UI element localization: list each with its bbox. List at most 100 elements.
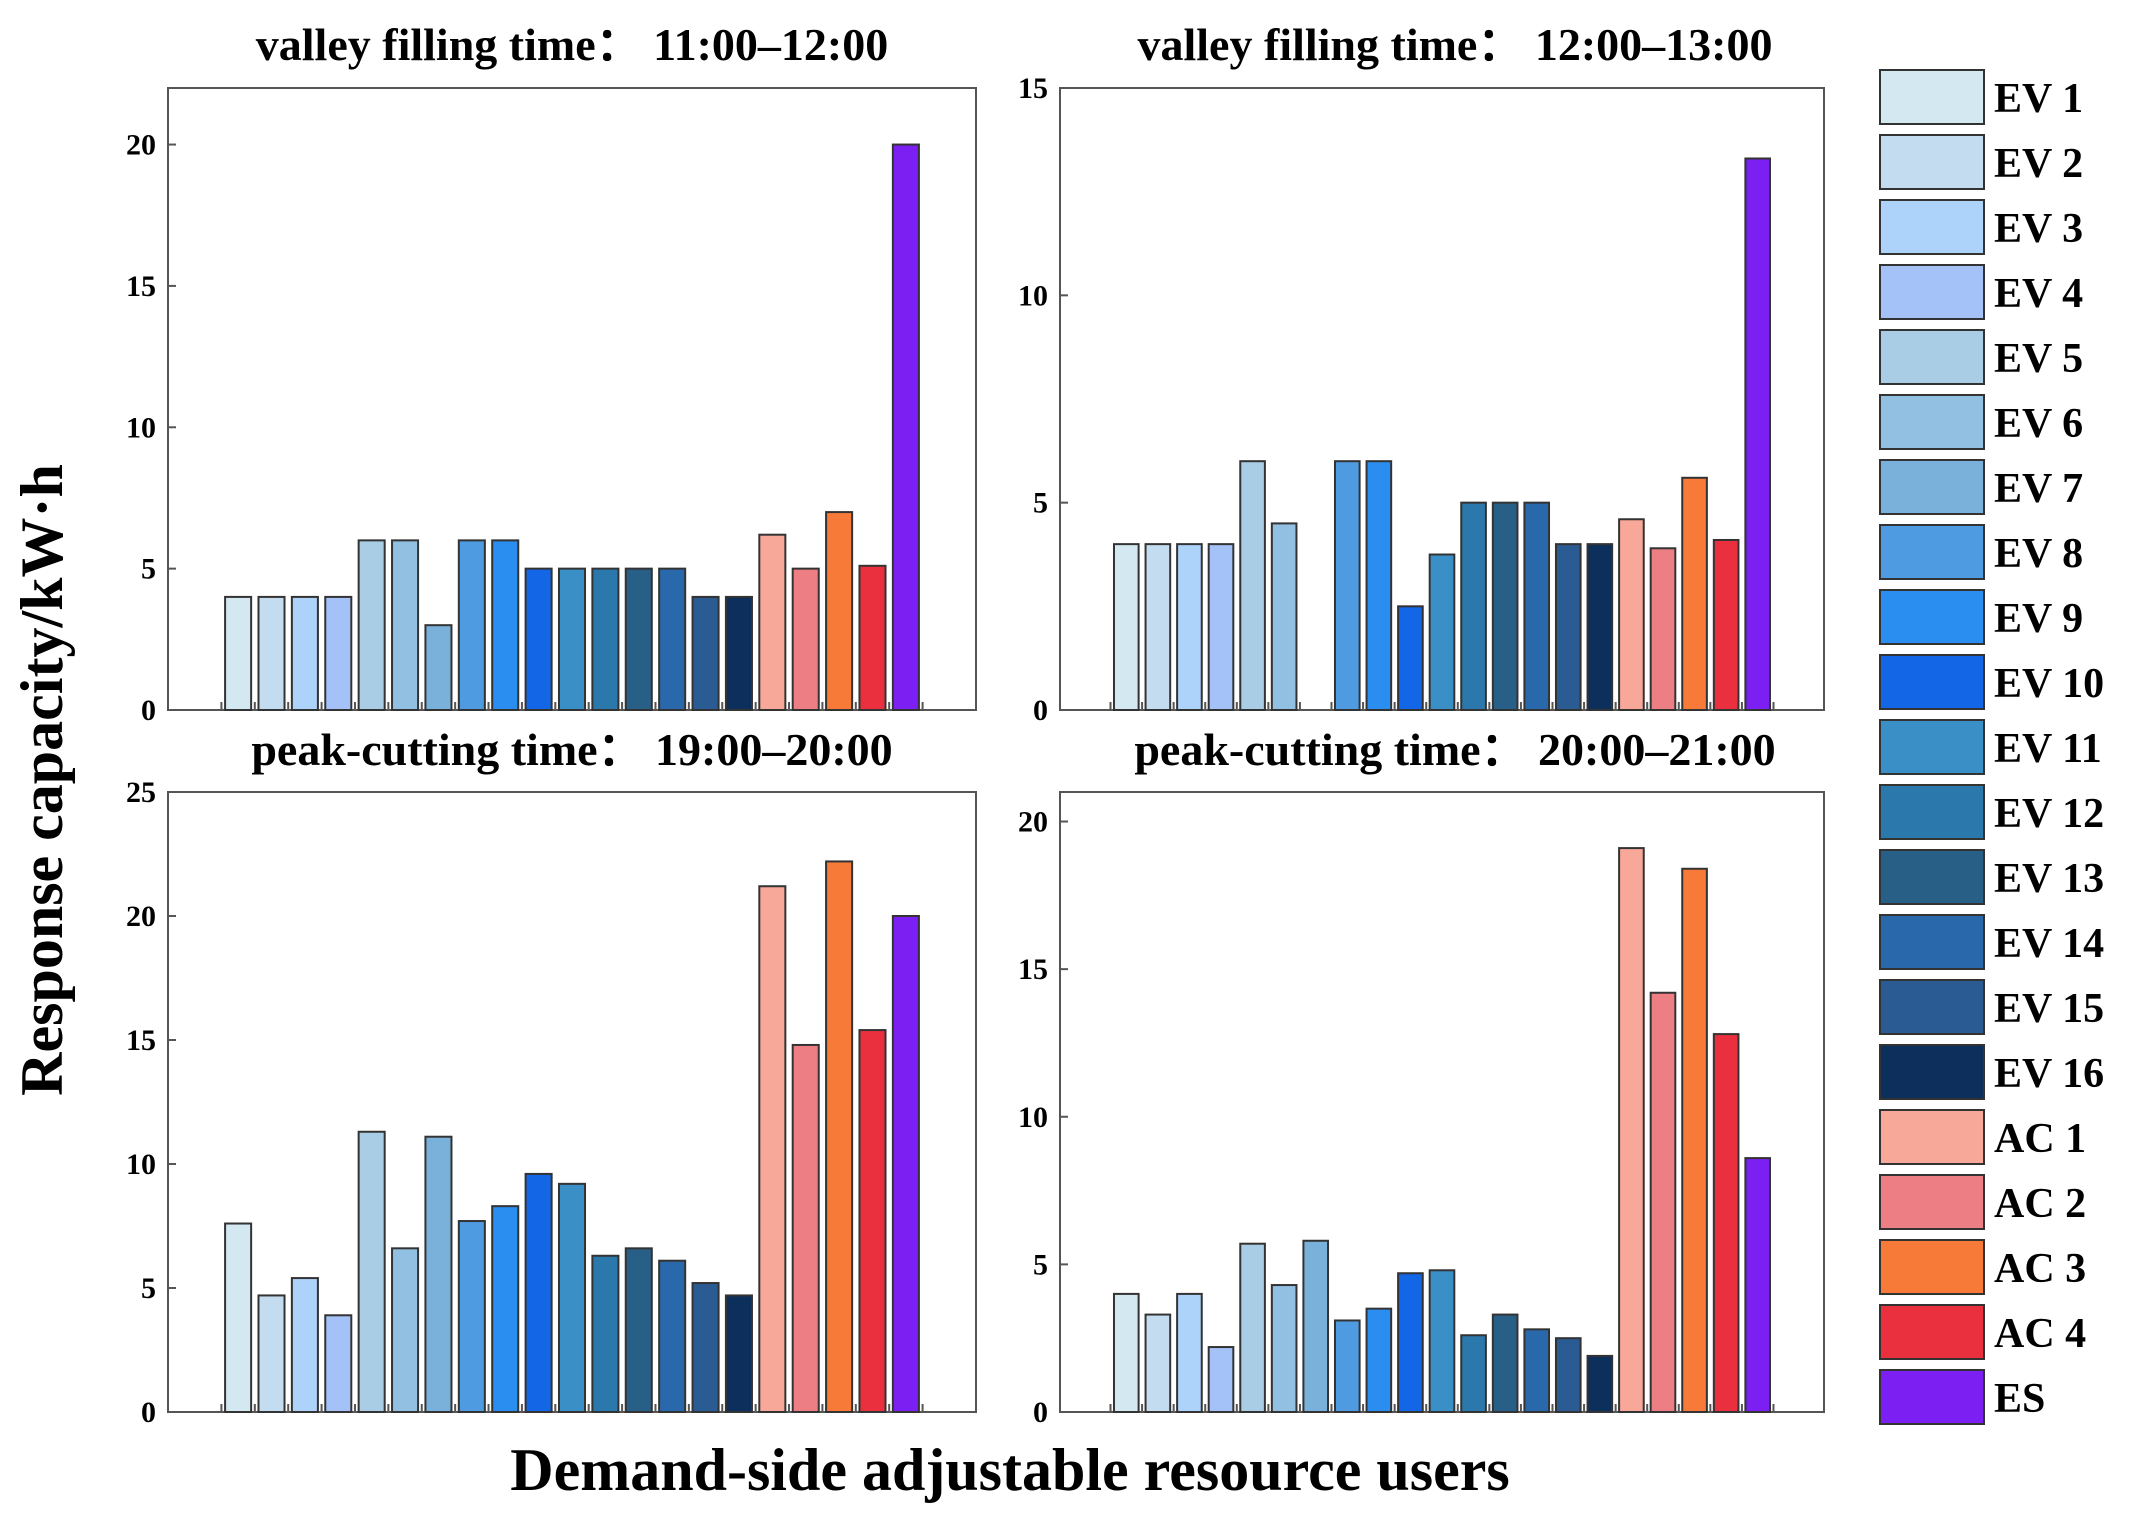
bar-ev-10 xyxy=(524,1172,553,1414)
legend-label: EV 11 xyxy=(1994,726,2102,772)
legend-swatch xyxy=(1879,719,1985,775)
bar-ev-7 xyxy=(424,624,453,712)
bar-ac-3 xyxy=(1681,476,1708,711)
bar-ac-3 xyxy=(1681,867,1708,1413)
bar-ac-4 xyxy=(1712,538,1740,712)
bar-ev-4 xyxy=(1207,543,1235,712)
bar-ev-3 xyxy=(290,595,319,712)
chart-panel-2: valley filling time： 12:00–13:00 0 5 10 15 xyxy=(1018,19,1825,727)
bar-ev-14 xyxy=(658,1259,687,1413)
bar-ev-11 xyxy=(557,567,587,711)
bar-ev-16 xyxy=(1586,1354,1614,1414)
legend-label: EV 4 xyxy=(1994,271,2083,317)
y-tick-label: 20 xyxy=(126,900,156,933)
bar-ev-6 xyxy=(391,539,420,712)
bar-ev-10 xyxy=(1397,1272,1424,1413)
bar-ev-8 xyxy=(1333,1319,1361,1414)
bar-ev-1 xyxy=(224,595,253,712)
bar-ev-6 xyxy=(1270,1284,1298,1413)
bar-ac-2 xyxy=(791,567,820,711)
legend-label: EV 5 xyxy=(1994,336,2083,382)
legend-swatch xyxy=(1879,1174,1985,1230)
y-tick-label: 5 xyxy=(1033,487,1048,520)
chart-title: peak-cutting time： 20:00–21:00 xyxy=(1134,724,1775,775)
bar-ev-8 xyxy=(457,539,486,712)
bar-ev-12 xyxy=(591,1254,620,1414)
legend-label: AC 1 xyxy=(1994,1116,2086,1162)
bar-ev-5 xyxy=(357,1130,386,1413)
bar-ev-5 xyxy=(1239,1242,1266,1413)
y-tick-label: 5 xyxy=(141,553,156,586)
y-tick-label: 0 xyxy=(141,694,156,727)
bar-ev-9 xyxy=(491,539,520,712)
bar-es xyxy=(1744,157,1772,711)
bar-ev-9 xyxy=(491,1205,520,1414)
legend-label: EV 8 xyxy=(1994,531,2083,577)
bar-ev-9 xyxy=(1365,1307,1393,1413)
bar-ev-10 xyxy=(524,567,553,711)
legend-label: EV 14 xyxy=(1994,921,2104,967)
chart-panel-1: valley filling time： 11:00–12:00 0 5 10 15 20 xyxy=(126,19,977,727)
y-tick-label: 20 xyxy=(1018,806,1048,839)
bar-ac-3 xyxy=(825,860,854,1413)
legend-swatch xyxy=(1879,1044,1985,1100)
bar-es xyxy=(891,143,920,711)
bar-ev-13 xyxy=(1491,1313,1519,1413)
legend-label: EV 3 xyxy=(1994,206,2083,252)
bar-ev-11 xyxy=(1428,1269,1456,1414)
bar-ac-2 xyxy=(1649,547,1677,712)
bar-ev-1 xyxy=(224,1222,253,1414)
legend-swatch xyxy=(1879,589,1985,645)
legend-swatch xyxy=(1879,134,1985,190)
legend-swatch xyxy=(1879,1239,1985,1295)
legend-label: EV 6 xyxy=(1994,401,2083,447)
bar-ev-16 xyxy=(1586,543,1614,712)
bar-ac-1 xyxy=(1618,847,1645,1413)
bar-ev-7 xyxy=(424,1135,453,1413)
bar-ac-1 xyxy=(1618,518,1645,712)
y-axis-title: Response capacity/kW·h xyxy=(9,464,75,1096)
bar-ev-13 xyxy=(1491,501,1519,711)
bar-ev-16 xyxy=(724,595,753,712)
bar-ev-14 xyxy=(658,567,687,711)
bar-ev-12 xyxy=(591,567,620,711)
bar-ev-7 xyxy=(1302,1239,1330,1414)
bar-ev-3 xyxy=(290,1277,319,1413)
chart-title: valley filling time： 11:00–12:00 xyxy=(256,19,888,70)
bar-ev-1 xyxy=(1112,1292,1140,1414)
bar-ev-10 xyxy=(1397,605,1424,711)
bar-ev-13 xyxy=(624,567,653,711)
bar-ev-2 xyxy=(257,1294,286,1413)
bar-ev-13 xyxy=(624,1247,653,1413)
chart-title: valley filling time： 12:00–13:00 xyxy=(1138,19,1773,70)
bar-ev-3 xyxy=(1176,543,1203,712)
legend-swatch xyxy=(1879,784,1985,840)
y-tick-label: 5 xyxy=(1033,1248,1048,1281)
bar-ac-1 xyxy=(758,885,787,1413)
y-tick-label: 0 xyxy=(1033,1396,1048,1429)
bar-ev-1 xyxy=(1112,543,1140,712)
bar-ac-4 xyxy=(858,1029,887,1413)
y-tick-label: 10 xyxy=(126,411,156,444)
bar-ev-4 xyxy=(324,1314,353,1414)
legend-swatch xyxy=(1879,849,1985,905)
legend: EV 1 EV 2 EV 3 EV 4 EV 5 EV 6 EV 7 EV 8 EV 9 EV 1… xyxy=(1879,69,2104,1425)
bar-ev-12 xyxy=(1460,501,1487,711)
legend-swatch xyxy=(1879,1369,1985,1425)
legend-swatch xyxy=(1879,459,1985,515)
y-tick-label: 15 xyxy=(126,1024,156,1057)
y-tick-label: 15 xyxy=(1018,953,1048,986)
y-tick-label: 0 xyxy=(1033,694,1048,727)
legend-label: EV 15 xyxy=(1994,986,2104,1032)
legend-swatch xyxy=(1879,1109,1985,1165)
y-tick-label: 20 xyxy=(126,129,156,162)
legend-label: AC 3 xyxy=(1994,1246,2086,1292)
bar-ac-2 xyxy=(1649,991,1677,1413)
bar-ac-4 xyxy=(858,564,887,711)
bar-ev-9 xyxy=(1365,460,1393,712)
bar-ev-2 xyxy=(1144,543,1172,712)
legend-label: EV 16 xyxy=(1994,1051,2104,1097)
bar-es xyxy=(1744,1157,1772,1413)
bar-ev-5 xyxy=(1239,460,1266,712)
bar-ev-14 xyxy=(1523,1328,1551,1414)
